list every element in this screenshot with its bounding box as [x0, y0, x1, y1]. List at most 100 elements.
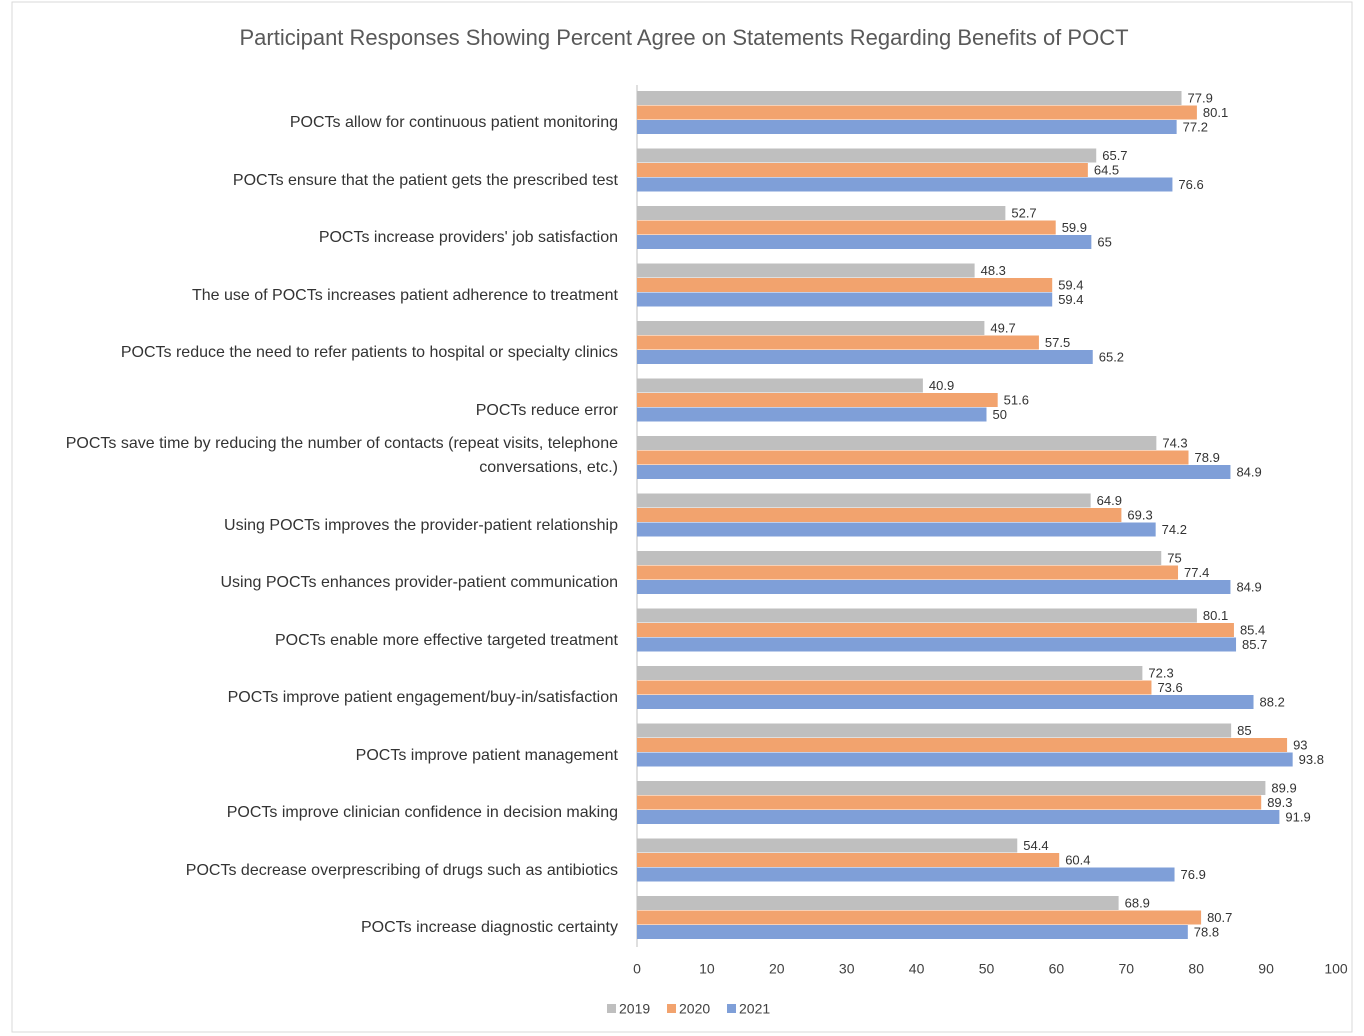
- category-label: POCTs improve patient engagement/buy-in/…: [227, 689, 618, 706]
- value-label: 80.1: [1203, 105, 1228, 120]
- bar: [637, 263, 975, 278]
- bar: [637, 350, 1093, 364]
- bar: [637, 163, 1088, 177]
- legend-swatch: [667, 1004, 676, 1013]
- value-label: 74.2: [1162, 522, 1187, 537]
- x-tick-label: 90: [1258, 961, 1274, 977]
- value-label: 48.3: [981, 263, 1006, 278]
- category-label: POCTs allow for continuous patient monit…: [289, 114, 618, 131]
- bar: [637, 666, 1143, 680]
- value-label: 69.3: [1127, 507, 1152, 522]
- bar: [637, 393, 998, 407]
- bar: [637, 752, 1293, 767]
- value-label: 59.4: [1058, 277, 1083, 292]
- category-label: POCTs increase diagnostic certainty: [361, 919, 618, 936]
- x-tick-label: 60: [1049, 961, 1065, 977]
- bar: [637, 292, 1053, 307]
- bar: [637, 551, 1162, 565]
- value-label: 89.3: [1267, 795, 1292, 810]
- value-label: 93: [1293, 737, 1307, 752]
- chart-title: Participant Responses Showing Percent Ag…: [239, 25, 1128, 50]
- value-label: 59.4: [1058, 292, 1083, 307]
- value-label: 77.2: [1183, 119, 1208, 134]
- category-label: POCTs enable more effective targeted tre…: [275, 631, 618, 649]
- bar: [637, 508, 1122, 522]
- bar: [637, 235, 1092, 249]
- category-label: POCTs decrease overprescribing of drugs …: [185, 861, 618, 879]
- bar: [637, 206, 1006, 220]
- bar: [637, 723, 1232, 738]
- value-label: 75: [1167, 550, 1181, 565]
- bar: [637, 838, 1018, 853]
- value-label: 74.3: [1162, 435, 1187, 450]
- value-label: 77.9: [1188, 90, 1213, 105]
- legend-label: 2021: [739, 1001, 770, 1017]
- legend-swatch: [607, 1004, 616, 1013]
- value-label: 84.9: [1236, 464, 1261, 479]
- x-tick-label: 10: [699, 961, 715, 977]
- value-label: 89.9: [1271, 780, 1296, 795]
- bar: [637, 781, 1266, 795]
- value-label: 76.6: [1178, 177, 1203, 192]
- bar: [637, 465, 1231, 479]
- value-label: 50: [993, 407, 1007, 422]
- category-label: POCTs save time by reducing the number o…: [65, 435, 618, 476]
- value-label: 51.6: [1004, 392, 1029, 407]
- x-tick-label: 20: [769, 961, 785, 977]
- bar: [637, 623, 1234, 637]
- legend-label: 2019: [619, 1001, 650, 1017]
- bar: [637, 896, 1119, 910]
- value-label: 64.5: [1094, 162, 1119, 177]
- legend-label: 2020: [679, 1001, 710, 1017]
- bar: [637, 680, 1152, 695]
- value-label: 72.3: [1148, 665, 1173, 680]
- value-label: 65: [1097, 234, 1111, 249]
- bar: [637, 278, 1053, 292]
- x-tick-label: 0: [633, 961, 641, 977]
- category-label: POCTs increase providers' job satisfacti…: [318, 229, 618, 246]
- x-tick-label: 40: [909, 961, 925, 977]
- value-label: 80.1: [1203, 608, 1228, 623]
- bar: [637, 220, 1056, 235]
- bar: [637, 795, 1262, 810]
- bar: [637, 565, 1179, 580]
- bar: [637, 335, 1039, 350]
- category-label: POCTs improve clinician confidence in de…: [226, 804, 618, 821]
- value-label: 64.9: [1097, 493, 1122, 508]
- category-label: POCTs reduce error: [475, 401, 618, 419]
- value-label: 52.7: [1011, 205, 1036, 220]
- bar: [637, 925, 1188, 939]
- x-tick-label: 30: [839, 961, 855, 977]
- value-label: 57.5: [1045, 335, 1070, 350]
- bar: [637, 436, 1157, 450]
- bar: [637, 910, 1202, 925]
- category-label: POCTs reduce the need to refer patients …: [120, 344, 618, 361]
- bar: [637, 522, 1156, 537]
- bar: [637, 91, 1182, 105]
- legend-swatch: [727, 1004, 736, 1013]
- bar: [637, 105, 1197, 120]
- value-label: 88.2: [1260, 694, 1285, 709]
- value-label: 93.8: [1299, 752, 1324, 767]
- bar: [637, 148, 1097, 163]
- value-label: 78.9: [1195, 450, 1220, 465]
- value-label: 80.7: [1207, 910, 1232, 925]
- value-label: 85.4: [1240, 622, 1265, 637]
- bar: [637, 608, 1197, 623]
- bar: [637, 867, 1175, 882]
- value-label: 65.2: [1099, 349, 1124, 364]
- bar: [637, 177, 1173, 192]
- category-label: The use of POCTs increases patient adher…: [191, 286, 618, 304]
- value-label: 65.7: [1102, 148, 1127, 163]
- bar: [637, 738, 1288, 752]
- value-label: 78.8: [1194, 924, 1219, 939]
- category-label: POCTs improve patient management: [355, 746, 618, 764]
- bar: [637, 378, 923, 393]
- value-label: 84.9: [1236, 579, 1261, 594]
- x-tick-label: 50: [979, 961, 995, 977]
- value-label: 40.9: [929, 378, 954, 393]
- bar: [637, 853, 1060, 867]
- value-label: 85: [1237, 723, 1251, 738]
